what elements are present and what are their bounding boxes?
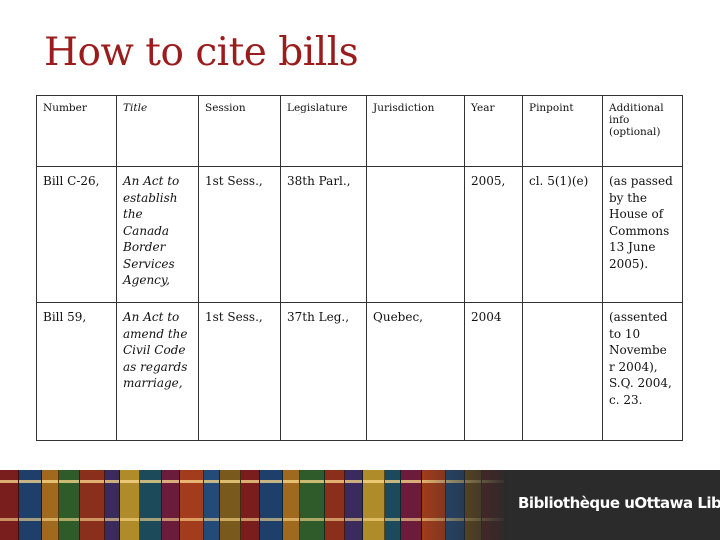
header-session: Session	[198, 95, 281, 167]
header-legislature: Legislature	[280, 95, 367, 167]
book-spine	[401, 470, 422, 540]
book-spine	[300, 470, 325, 540]
book-spine	[220, 470, 241, 540]
cell-pinpoint: cl. 5(1)(e)	[522, 166, 603, 303]
book-spine	[120, 470, 140, 540]
book-spine	[42, 470, 59, 540]
header-number: Number	[36, 95, 117, 167]
book-spine	[162, 470, 180, 540]
header-jurisdiction: Jurisdiction	[366, 95, 465, 167]
book-spine	[180, 470, 204, 540]
cell-number: Bill 59,	[36, 302, 117, 441]
book-spine	[325, 470, 345, 540]
citation-table: Number Title Session Legislature Jurisdi…	[36, 95, 683, 441]
book-spine	[385, 470, 401, 540]
book-spine	[140, 470, 162, 540]
table-header-row: Number Title Session Legislature Jurisdi…	[36, 95, 683, 167]
cell-jurisdiction	[366, 166, 465, 303]
book-spine	[0, 470, 19, 540]
book-spine	[283, 470, 300, 540]
book-spine	[260, 470, 283, 540]
footer-banner: Bibliothèque uOttawa Library	[0, 470, 720, 540]
cell-title: An Act to amend the Civil Code as regard…	[116, 302, 199, 441]
book-spine	[363, 470, 385, 540]
slide-title: How to cite bills	[44, 30, 359, 75]
table-row: Bill 59, An Act to amend the Civil Code …	[36, 302, 683, 441]
book-spine	[204, 470, 220, 540]
table-row: Bill C-26, An Act to establish the Canad…	[36, 166, 683, 303]
book-spine	[345, 470, 363, 540]
bookshelf-fade	[420, 470, 510, 540]
book-spine	[105, 470, 120, 540]
book-spine	[80, 470, 105, 540]
cell-legislature: 37th Leg.,	[280, 302, 367, 441]
book-spine	[241, 470, 260, 540]
cell-session: 1st Sess.,	[198, 166, 281, 303]
cell-year: 2004	[464, 302, 523, 441]
header-year: Year	[464, 95, 523, 167]
cell-session: 1st Sess.,	[198, 302, 281, 441]
cell-legislature: 38th Parl.,	[280, 166, 367, 303]
cell-additional-info: (as passed by the House of Commons 13 Ju…	[602, 166, 683, 303]
cell-number: Bill C-26,	[36, 166, 117, 303]
cell-jurisdiction: Quebec,	[366, 302, 465, 441]
header-title: Title	[116, 95, 199, 167]
cell-year: 2005,	[464, 166, 523, 303]
book-spine	[59, 470, 80, 540]
cell-title: An Act to establish the Canada Border Se…	[116, 166, 199, 303]
book-spine	[19, 470, 42, 540]
header-pinpoint: Pinpoint	[522, 95, 603, 167]
cell-additional-info: (assented to 10 Novembe r 2004), S.Q. 20…	[602, 302, 683, 441]
header-additional-info: Additional info (optional)	[602, 95, 683, 167]
library-logo-plate	[505, 470, 720, 540]
library-logo: Bibliothèque uOttawa Library	[518, 494, 720, 512]
cell-pinpoint	[522, 302, 603, 441]
